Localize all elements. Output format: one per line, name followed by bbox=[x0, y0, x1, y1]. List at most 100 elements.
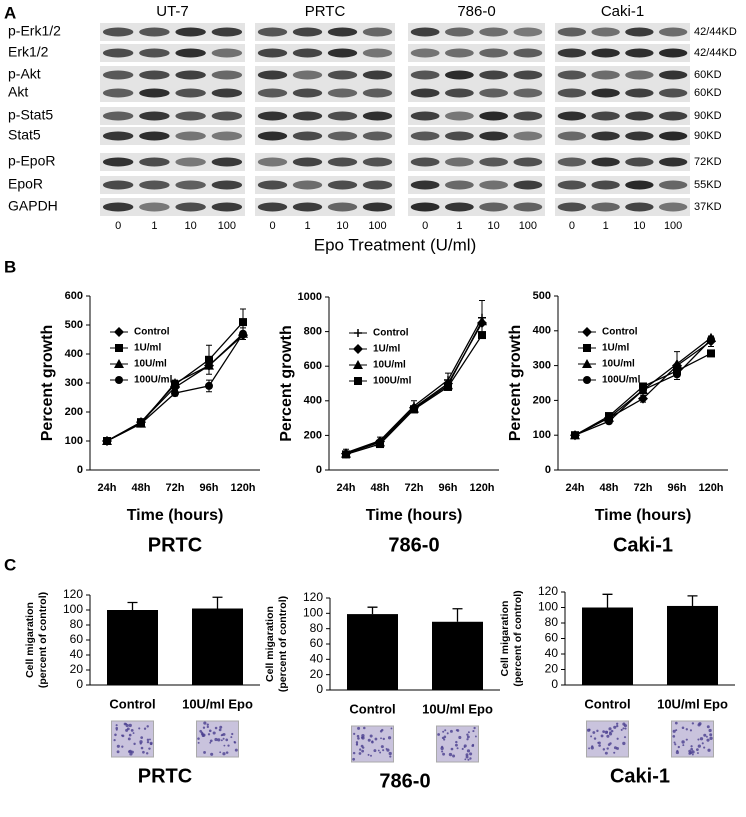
bar bbox=[667, 605, 718, 685]
dose-label: 1 bbox=[603, 220, 609, 232]
cell-dot bbox=[706, 738, 710, 742]
cell-dot bbox=[356, 734, 360, 738]
blot-band bbox=[410, 48, 440, 58]
blot-band bbox=[479, 27, 509, 37]
blot-strip bbox=[408, 66, 545, 84]
marker bbox=[170, 378, 180, 387]
blot-strip bbox=[255, 84, 395, 102]
cell-dot bbox=[142, 750, 145, 754]
cell-dot bbox=[709, 736, 713, 740]
blot-strip bbox=[255, 176, 395, 194]
blot-group-label: PRTC bbox=[305, 3, 346, 20]
cell-dot bbox=[115, 728, 118, 731]
cell-dot bbox=[456, 747, 459, 750]
y-tick-label: 20 bbox=[545, 662, 559, 676]
cell-dot bbox=[600, 734, 604, 738]
blot-band bbox=[362, 131, 393, 141]
blot-size-label: 55KD bbox=[694, 179, 722, 191]
y-tick-label: 0 bbox=[551, 677, 558, 691]
cell-dot bbox=[466, 749, 471, 753]
micrograph bbox=[586, 720, 629, 758]
marker bbox=[477, 316, 487, 326]
legend-label: 1U/ml bbox=[373, 344, 400, 355]
cell-dot bbox=[444, 729, 447, 732]
x-tick-label: 72h bbox=[634, 482, 653, 494]
cell-dot bbox=[202, 726, 206, 729]
y-tick-label: 400 bbox=[65, 348, 83, 360]
bar bbox=[192, 608, 243, 685]
cell-dot bbox=[146, 738, 150, 742]
blot-strip bbox=[408, 23, 545, 41]
blot-band bbox=[102, 70, 134, 80]
dose-label: 100 bbox=[368, 220, 386, 232]
y-tick-label: 300 bbox=[533, 360, 551, 372]
blot-group-label: Caki-1 bbox=[601, 3, 644, 20]
cell-dot bbox=[672, 735, 676, 738]
marker bbox=[171, 389, 179, 398]
legend-label: 10U/ml bbox=[373, 360, 406, 371]
cell-dot bbox=[622, 727, 625, 730]
legend-marker bbox=[115, 344, 123, 352]
cell-dot bbox=[355, 741, 359, 744]
blot-strip bbox=[100, 66, 245, 84]
blot-band bbox=[362, 70, 393, 80]
marker bbox=[137, 419, 145, 428]
blot-band bbox=[139, 111, 170, 121]
blot-x-label: Epo Treatment (U/ml) bbox=[314, 235, 477, 254]
blot-size-label: 72KD bbox=[694, 156, 722, 168]
cell-dot bbox=[361, 749, 365, 753]
blot-strip bbox=[408, 198, 545, 216]
cell-dot bbox=[467, 731, 470, 734]
y-tick-label: 1000 bbox=[298, 291, 322, 303]
cell-dot bbox=[623, 736, 627, 739]
blot-band bbox=[362, 88, 393, 98]
y-tick-label: 600 bbox=[65, 290, 83, 302]
cell-dot bbox=[125, 722, 128, 725]
y-tick-label: 80 bbox=[545, 615, 559, 629]
cell-dot bbox=[219, 725, 223, 729]
cell-dot bbox=[223, 744, 226, 747]
cell-dot bbox=[698, 722, 702, 726]
blot-band bbox=[139, 48, 170, 58]
blot-size-label: 42/44KD bbox=[694, 26, 737, 38]
blot-band bbox=[479, 88, 509, 98]
blot-band bbox=[102, 27, 134, 37]
cell-dot bbox=[209, 739, 213, 743]
cell-dot bbox=[115, 724, 118, 727]
cell-dot bbox=[380, 745, 384, 749]
y-tick-label: 300 bbox=[65, 377, 83, 389]
blot-band bbox=[591, 88, 620, 98]
blot-band bbox=[102, 131, 134, 141]
cell-dot bbox=[596, 729, 599, 733]
cell-dot bbox=[454, 743, 458, 747]
cell-dot bbox=[461, 747, 464, 751]
bar bbox=[582, 607, 633, 685]
y-tick-label: 500 bbox=[65, 319, 83, 331]
blot-strip bbox=[555, 44, 690, 62]
blot-row-label: p-EpoR bbox=[8, 153, 55, 169]
marker bbox=[707, 349, 715, 358]
blot-size-label: 37KD bbox=[694, 201, 722, 213]
cell-dot bbox=[452, 754, 456, 758]
blot-band bbox=[658, 202, 688, 212]
x-tick-label: 48h bbox=[132, 482, 151, 494]
marker bbox=[376, 440, 384, 449]
cell-dot bbox=[356, 742, 358, 745]
blot-band bbox=[591, 157, 620, 167]
blot-band bbox=[513, 111, 543, 121]
legend-label: 100U/ml bbox=[602, 375, 641, 386]
cell-dot bbox=[352, 751, 356, 755]
blot-band bbox=[557, 48, 587, 58]
panel-label: C bbox=[4, 555, 16, 574]
chart-title: Caki-1 bbox=[610, 765, 670, 787]
blot-band bbox=[257, 88, 288, 98]
cell-dot bbox=[604, 751, 608, 755]
cell-dot bbox=[606, 747, 609, 750]
x-tick-label: 10U/ml Epo bbox=[422, 701, 493, 716]
cell-dot bbox=[472, 730, 475, 733]
cell-dot bbox=[675, 729, 678, 732]
blot-band bbox=[102, 157, 134, 167]
blot-band bbox=[175, 202, 206, 212]
cell-dot bbox=[121, 734, 123, 737]
cell-dot bbox=[469, 752, 473, 756]
